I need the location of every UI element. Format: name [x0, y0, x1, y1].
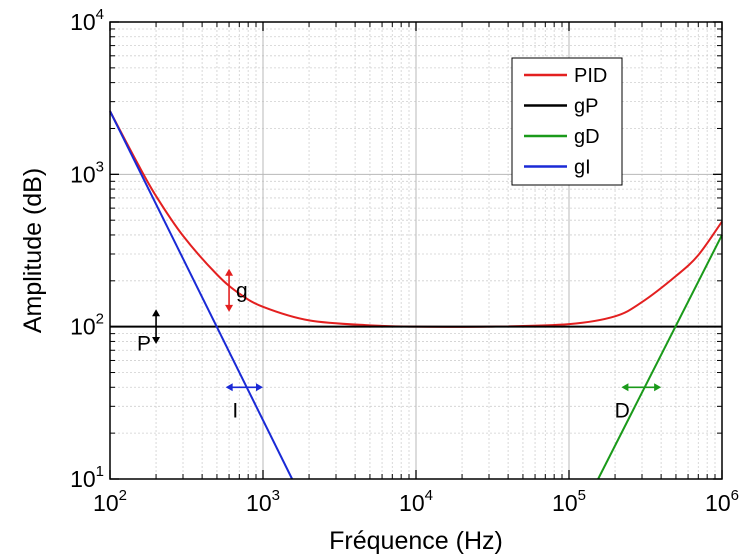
legend-item-gi: gI	[524, 157, 591, 179]
legend: PID gP gD gI	[511, 57, 623, 186]
annotation-d: D	[615, 383, 662, 422]
x-tick-labels: 102 103 104 105 106	[93, 487, 739, 516]
x-tick-label: 103	[246, 487, 280, 516]
annotation-label: g	[236, 279, 248, 302]
series-layer	[109, 110, 723, 480]
arrow-head	[225, 383, 233, 392]
series-line-gd	[597, 234, 723, 480]
legend-box	[511, 57, 623, 186]
annotation-p: P	[137, 309, 161, 356]
arrow-head	[256, 383, 263, 392]
legend-item-gp: gP	[524, 96, 598, 118]
x-tick-label: 102	[93, 487, 127, 516]
y-tick-label: 104	[70, 6, 104, 35]
arrow-head	[654, 383, 662, 392]
y-tick-label: 102	[70, 311, 104, 340]
arrow-head	[225, 304, 234, 312]
arrow-head	[152, 336, 161, 344]
legend-label: PID	[574, 65, 607, 87]
y-axis-label: Amplitude (dB)	[19, 168, 47, 333]
y-tick-label: 103	[70, 158, 104, 187]
ticks-layer	[109, 21, 723, 480]
x-tick-label: 104	[399, 487, 433, 516]
annotation-label: P	[137, 333, 151, 356]
legend-label: gI	[574, 157, 591, 179]
arrow-head	[152, 309, 161, 317]
series-line-gi	[109, 110, 294, 480]
x-tick-label: 105	[552, 487, 586, 516]
y-tick-label: 101	[70, 463, 104, 492]
legend-item-pid: PID	[524, 65, 607, 87]
annotation-layer: g P I D	[137, 268, 662, 422]
annotation-i: I	[225, 383, 263, 422]
y-tick-labels: 101 102 103 104	[70, 6, 104, 492]
arrow-head	[225, 268, 234, 276]
x-axis-label: Fréquence (Hz)	[329, 527, 503, 555]
annotation-label: D	[615, 399, 630, 422]
x-tick-label: 106	[705, 487, 739, 516]
legend-item-gd: gD	[524, 126, 600, 148]
annotation-g: g	[225, 268, 248, 312]
legend-label: gD	[574, 126, 600, 148]
annotation-label: I	[232, 399, 238, 422]
legend-label: gP	[574, 96, 598, 118]
series-line-pid	[109, 110, 723, 328]
arrow-head	[621, 383, 629, 392]
